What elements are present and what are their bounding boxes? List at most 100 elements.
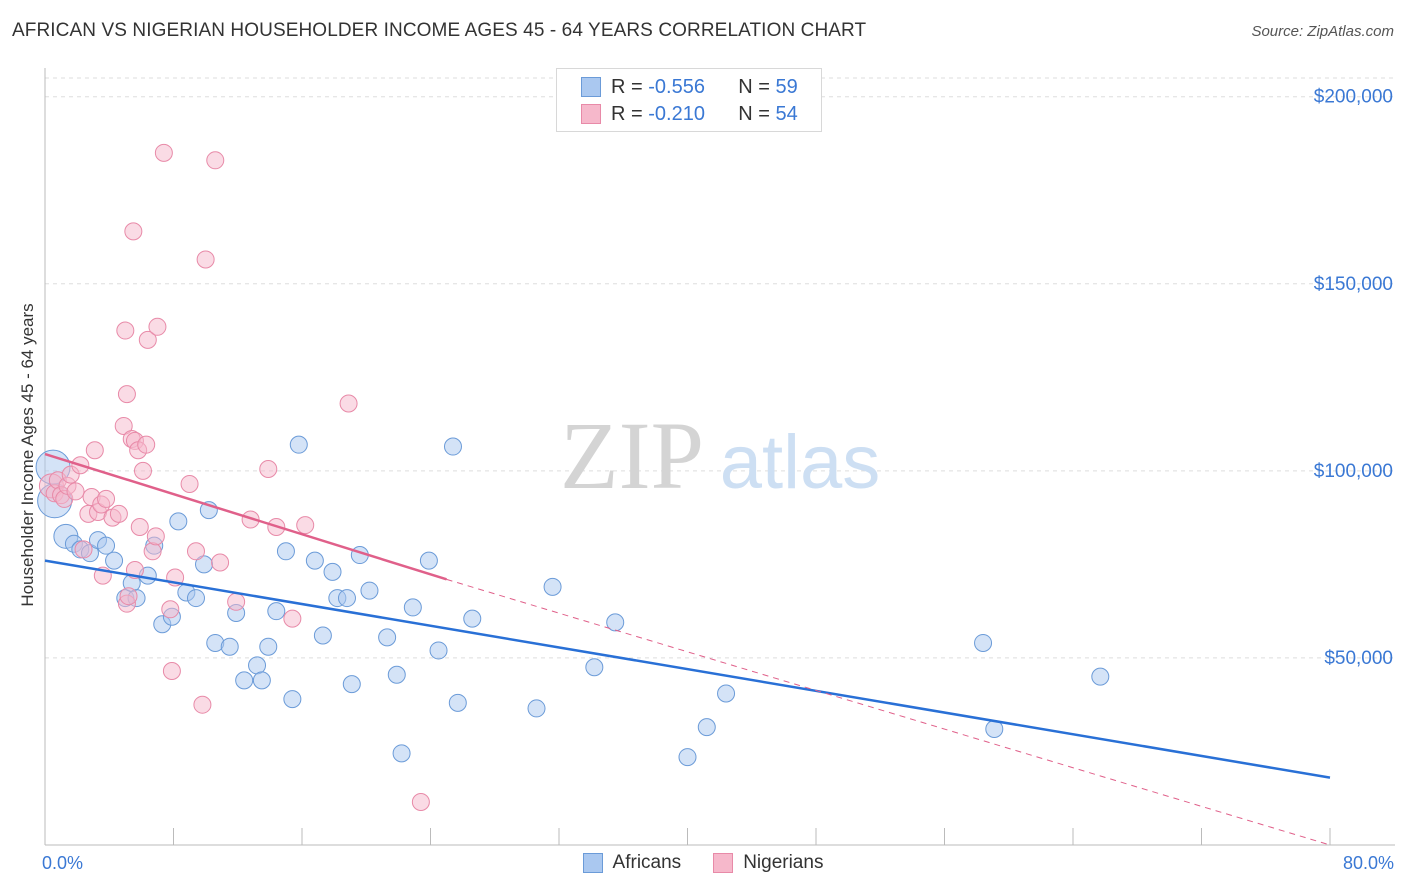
- nigerians-point: [283, 609, 302, 628]
- nigerians-point: [66, 482, 85, 501]
- africans-point: [678, 748, 697, 767]
- nigerians-point: [259, 459, 278, 478]
- nigerians-point: [162, 662, 181, 681]
- africans-point: [248, 656, 267, 675]
- africans-trend-line: [44, 559, 1331, 779]
- stats-row-nigerians: R = -0.210 N = 54: [581, 102, 798, 126]
- africans-point: [105, 551, 124, 570]
- africans-point: [606, 613, 625, 632]
- africans-point: [443, 437, 462, 456]
- nigerians-point: [97, 489, 116, 508]
- nigerians-point: [146, 527, 165, 546]
- y-axis-label: Householder Income Ages 45 - 64 years: [18, 303, 37, 607]
- africans-point: [235, 671, 254, 690]
- nigerians-trend-line: [44, 452, 447, 581]
- nigerians-point: [138, 330, 157, 349]
- africans-point: [585, 658, 604, 677]
- africans-point: [974, 633, 993, 652]
- y-tick-labels: $50,000 $100,000 $150,000 $200,000: [1314, 87, 1393, 669]
- nigerians-point: [154, 143, 173, 162]
- nigerians-point: [206, 151, 225, 170]
- africans-point: [289, 435, 308, 454]
- africans-point: [276, 542, 295, 561]
- nigerians-point: [180, 474, 199, 493]
- africans-point: [419, 551, 438, 570]
- grid-lines: [45, 77, 1395, 659]
- nigerians-point: [227, 592, 246, 611]
- africans-n-value: 59: [775, 75, 798, 98]
- nigerians-n-value: 54: [775, 102, 798, 125]
- africans-point: [220, 637, 239, 656]
- watermark-zip: ZIP: [560, 402, 704, 509]
- nigerians-point: [124, 222, 143, 241]
- africans-point: [448, 693, 467, 712]
- nigerians-point: [119, 587, 138, 606]
- africans-point: [403, 598, 422, 617]
- y-tick-label: $100,000: [1314, 461, 1393, 482]
- africans-point: [337, 589, 356, 608]
- legend-nigerians-swatch: [713, 853, 734, 873]
- nigerians-point: [193, 695, 212, 714]
- africans-point: [267, 602, 286, 621]
- stats-box: R = -0.556 N = 59 R = -0.210 N = 54: [556, 68, 822, 132]
- nigerians-point: [130, 517, 149, 536]
- africans-point: [387, 665, 406, 684]
- nigerians-point: [133, 461, 152, 480]
- africans-point: [1091, 667, 1110, 686]
- nigerians-point: [211, 553, 230, 572]
- y-tick-label: $200,000: [1314, 87, 1393, 108]
- legend-nigerians-label: Nigerians: [743, 852, 824, 873]
- nigerians-point: [114, 416, 133, 435]
- africans-point: [97, 536, 116, 555]
- africans-point: [697, 718, 716, 737]
- axes: [44, 68, 1395, 846]
- africans-point: [717, 684, 736, 703]
- africans-point: [463, 609, 482, 628]
- africans-point: [543, 577, 562, 596]
- africans-point: [527, 699, 546, 718]
- africans-r-label: R =: [611, 75, 643, 98]
- nigerians-r-value: -0.210: [648, 102, 705, 125]
- nigerians-point: [186, 542, 205, 561]
- nigerians-point: [116, 321, 135, 340]
- nigerians-point: [143, 542, 162, 561]
- nigerians-point: [411, 792, 430, 811]
- africans-point: [305, 551, 324, 570]
- stats-row-africans: R = -0.556 N = 59: [581, 75, 798, 99]
- y-tick-label: $150,000: [1314, 274, 1393, 295]
- legend-africans-label: Africans: [612, 852, 682, 873]
- africans-n-label: N =: [738, 75, 770, 98]
- nigerians-point: [74, 540, 93, 559]
- legend-item-nigerians[interactable]: Nigerians: [713, 852, 823, 874]
- africans-point: [283, 690, 302, 709]
- watermark-atlas: atlas: [720, 420, 881, 505]
- chart-title: AFRICAN VS NIGERIAN HOUSEHOLDER INCOME A…: [12, 20, 867, 41]
- nigerians-r-label: R =: [611, 102, 643, 125]
- source-label: Source: ZipAtlas.com: [1251, 23, 1394, 40]
- africans-point: [378, 628, 397, 647]
- nigerians-point: [339, 394, 358, 413]
- nigerians-swatch: [581, 104, 601, 124]
- x-tick-label-min: 0.0%: [42, 853, 84, 873]
- trend-lines: [44, 452, 1331, 846]
- nigerians-point: [85, 441, 104, 460]
- y-tick-label: $50,000: [1324, 648, 1393, 669]
- nigerians-point: [117, 385, 136, 404]
- africans-point: [342, 675, 361, 694]
- nigerians-point: [148, 317, 167, 336]
- africans-point: [392, 744, 411, 763]
- x-tick-label-max: 80.0%: [1342, 853, 1394, 873]
- africans-point: [360, 581, 379, 600]
- data-points: [35, 143, 1110, 811]
- nigerians-point: [296, 516, 315, 535]
- nigerians-trend-line: [446, 578, 1331, 846]
- legend-item-africans[interactable]: Africans: [582, 852, 682, 874]
- africans-point: [429, 641, 448, 660]
- nigerians-n-label: N =: [738, 102, 770, 125]
- nigerians-point: [196, 250, 215, 269]
- legend: Africans Nigerians: [0, 852, 1406, 874]
- legend-africans-swatch: [582, 853, 603, 873]
- africans-swatch: [581, 77, 601, 97]
- nigerians-point: [137, 435, 156, 454]
